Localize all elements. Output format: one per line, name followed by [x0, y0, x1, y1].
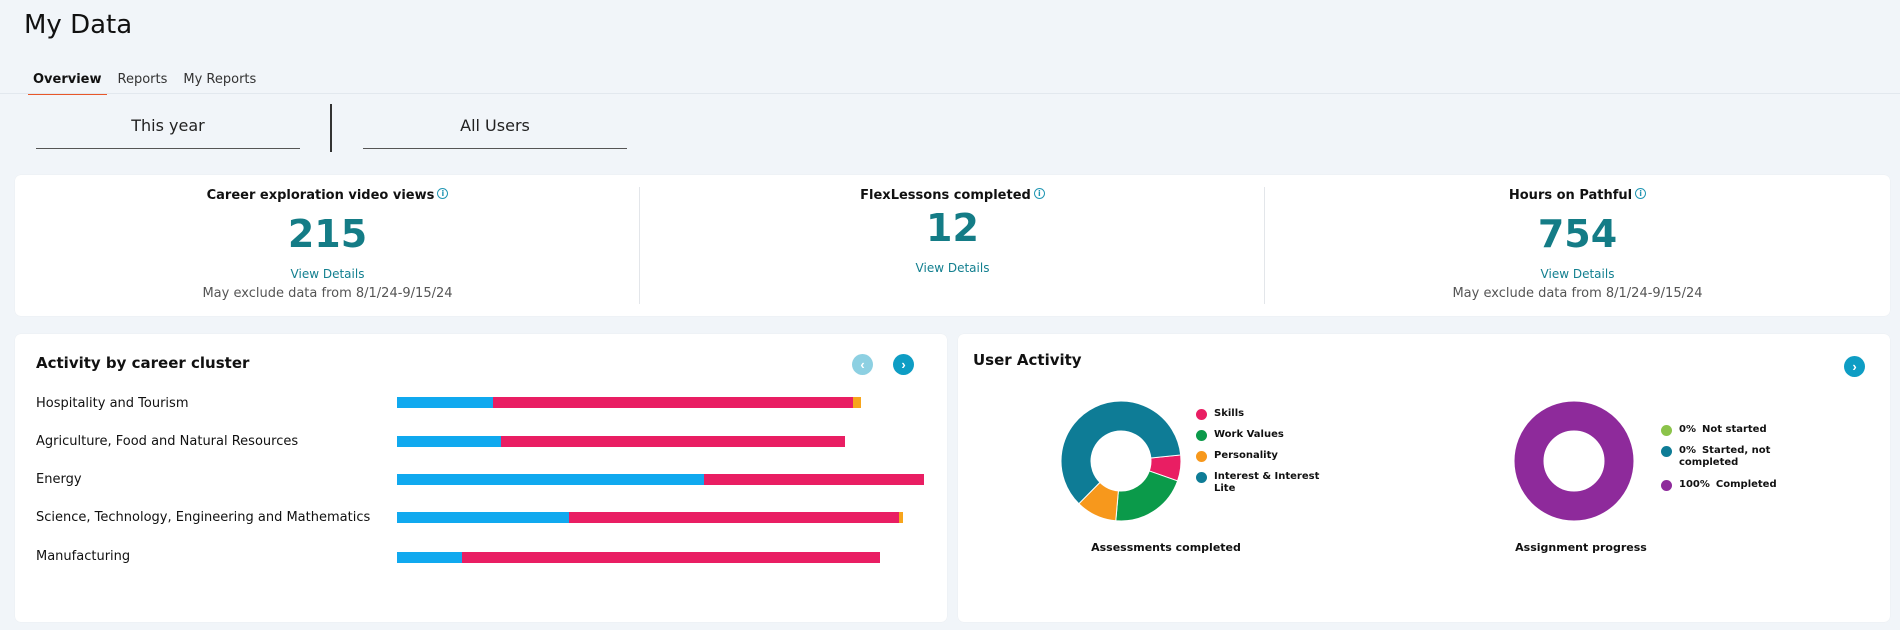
- donut-slice[interactable]: [1060, 400, 1182, 505]
- bar-segment: [899, 512, 903, 523]
- cluster-label: Science, Technology, Engineering and Mat…: [36, 510, 371, 525]
- info-icon[interactable]: i: [1033, 188, 1045, 199]
- tab-overview[interactable]: Overview: [28, 70, 107, 95]
- legend-pct: 0%: [1679, 424, 1696, 435]
- legend-swatch: [1661, 425, 1672, 436]
- stat-title: FlexLessons completed i: [640, 188, 1265, 203]
- bar-segment: [704, 474, 924, 485]
- legend-label: Started, not completed: [1679, 445, 1771, 468]
- info-icon[interactable]: i: [437, 188, 449, 199]
- tab-divider: [0, 93, 1900, 94]
- legend-swatch: [1661, 446, 1672, 457]
- legend-item: 100% Completed: [1679, 479, 1789, 491]
- bar-segment: [462, 552, 880, 563]
- bar-segment: [569, 512, 899, 523]
- stat-divider: [639, 187, 640, 304]
- stats-card: Career exploration video views i 215 View…: [15, 175, 1890, 316]
- tab-my-reports[interactable]: My Reports: [183, 72, 257, 87]
- stat-flexlessons: FlexLessons completed i 12 View Details: [640, 175, 1265, 316]
- legend-swatch: [1661, 480, 1672, 491]
- stat-video-views: Career exploration video views i 215 View…: [15, 175, 640, 316]
- legend-swatch: [1196, 472, 1207, 483]
- bar-segment: [397, 552, 462, 563]
- stat-note: May exclude data from 8/1/24-9/15/24: [202, 286, 453, 301]
- legend-item: Work Values: [1214, 429, 1324, 441]
- legend-swatch: [1196, 451, 1207, 462]
- legend-swatch: [1196, 409, 1207, 420]
- legend-label: Interest & Interest Lite: [1214, 471, 1320, 494]
- assignments-donut: [1513, 400, 1635, 522]
- legend-label: Not started: [1701, 424, 1767, 435]
- bar-segment: [501, 436, 845, 447]
- legend-label: Skills: [1214, 408, 1245, 419]
- user-activity-title: User Activity: [973, 351, 1082, 369]
- period-filter[interactable]: This year: [36, 108, 300, 149]
- legend-label: Work Values: [1214, 429, 1284, 440]
- donut-slice[interactable]: [1513, 400, 1635, 522]
- legend-item: Personality: [1214, 450, 1324, 462]
- view-details-link[interactable]: View Details: [915, 261, 990, 275]
- chevron-left-icon[interactable]: ‹: [852, 354, 873, 375]
- bar-segment: [493, 397, 853, 408]
- view-details-link[interactable]: View Details: [1540, 267, 1615, 281]
- assignments-caption: Assignment progress: [1515, 541, 1647, 554]
- legend-pct: 0%: [1679, 445, 1696, 456]
- donut-slice[interactable]: [1115, 470, 1179, 522]
- assessments-donut: [1060, 400, 1182, 522]
- cluster-label: Agriculture, Food and Natural Resources: [36, 434, 299, 449]
- chevron-right-icon[interactable]: ›: [1844, 356, 1865, 377]
- activity-card: Activity by career cluster ‹ › Hospitali…: [15, 334, 947, 622]
- bar-segment: [397, 512, 569, 523]
- user-activity-card: User Activity › Skills Work Values Persona…: [958, 334, 1890, 622]
- cluster-label: Hospitality and Tourism: [36, 396, 189, 411]
- stat-value: 12: [926, 206, 979, 250]
- activity-title: Activity by career cluster: [36, 354, 250, 372]
- users-filter[interactable]: All Users: [363, 108, 627, 149]
- filter-divider: [330, 104, 332, 152]
- stat-note: May exclude data from 8/1/24-9/15/24: [1452, 286, 1703, 301]
- tab-reports[interactable]: Reports: [117, 72, 168, 87]
- stat-hours: Hours on Pathful i 754 View Details May e…: [1265, 175, 1890, 316]
- bar-segment: [397, 436, 501, 447]
- legend-swatch: [1196, 430, 1207, 441]
- stat-divider: [1264, 187, 1265, 304]
- legend-item: 0% Not started: [1679, 424, 1789, 436]
- stat-value: 754: [1537, 212, 1618, 256]
- stat-value: 215: [287, 212, 368, 256]
- legend-label: Completed: [1715, 479, 1777, 490]
- page-title: My Data: [24, 10, 133, 40]
- cluster-label: Energy: [36, 472, 82, 487]
- bar-segment: [397, 397, 493, 408]
- legend-label: Personality: [1214, 450, 1278, 461]
- chevron-right-icon[interactable]: ›: [893, 354, 914, 375]
- stat-title: Career exploration video views i: [15, 188, 640, 203]
- legend-item: 0% Started, not completed: [1679, 445, 1789, 469]
- bar-segment: [397, 474, 704, 485]
- assessments-caption: Assessments completed: [1091, 541, 1241, 554]
- stat-title: Hours on Pathful i: [1265, 188, 1890, 203]
- view-details-link[interactable]: View Details: [290, 267, 365, 281]
- tab-bar: Overview Reports My Reports: [28, 70, 267, 95]
- info-icon[interactable]: i: [1635, 188, 1647, 199]
- legend-item: Skills: [1214, 408, 1324, 420]
- legend-pct: 100%: [1679, 479, 1710, 490]
- legend-item: Interest & Interest Lite: [1214, 471, 1324, 495]
- bar-segment: [853, 397, 861, 408]
- cluster-label: Manufacturing: [36, 549, 131, 564]
